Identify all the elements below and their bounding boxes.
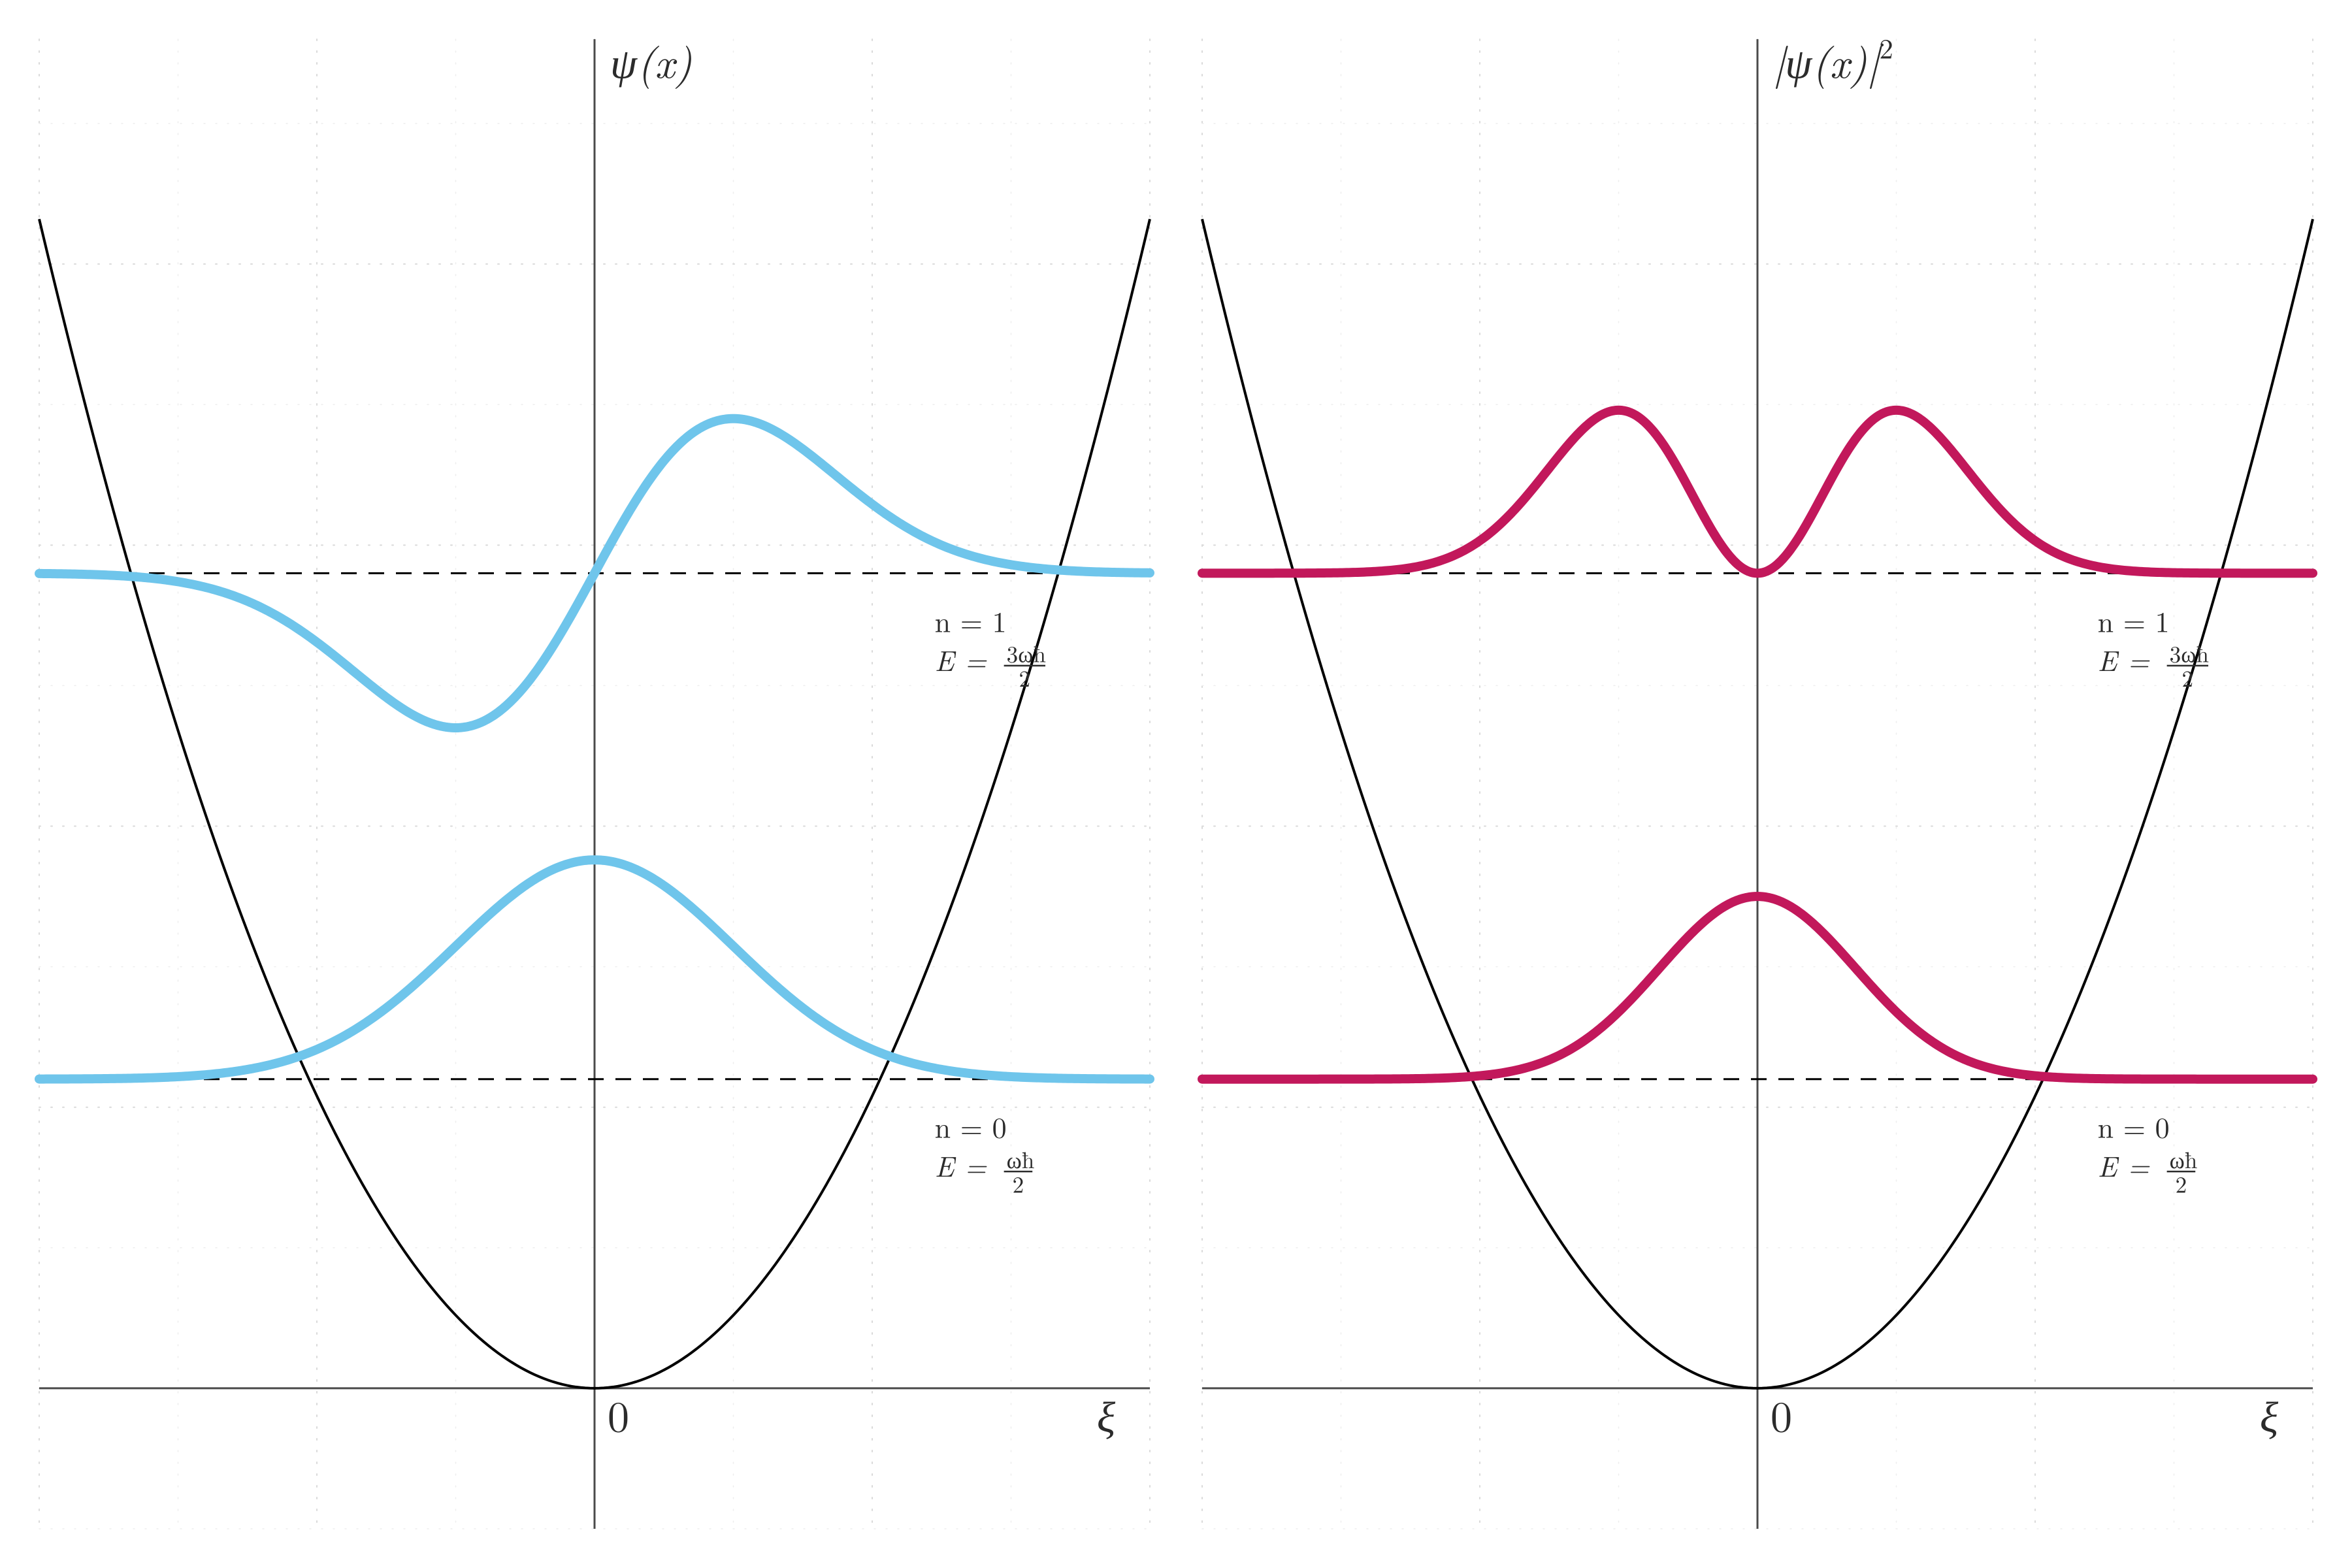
energy-level-E-prefix-n1: E = xyxy=(935,638,988,679)
energy-level-E-prefix-n0: E = xyxy=(935,1144,988,1185)
y-axis-title: ψ(x) xyxy=(610,30,693,91)
energy-level-E-denom-n0: 2 xyxy=(2176,1167,2187,1200)
x-axis-label: ξ xyxy=(2260,1384,2279,1445)
origin-label: 0 xyxy=(608,1384,629,1445)
energy-level-E-denom-n0: 2 xyxy=(1013,1167,1024,1200)
energy-level-E-prefix-n0: E = xyxy=(2098,1144,2151,1185)
energy-level-n-text-n0: n = 0 xyxy=(2098,1105,2170,1147)
energy-level-n-text-n1: n = 1 xyxy=(935,599,1007,640)
y-axis-title: |ψ(x)|2 xyxy=(1773,28,1893,91)
energy-level-E-denom-n1: 2 xyxy=(2182,661,2194,694)
x-axis-label: ξ xyxy=(1097,1384,1116,1445)
energy-level-E-denom-n1: 2 xyxy=(1019,661,1031,694)
origin-label: 0 xyxy=(1771,1384,1792,1445)
figure-root: n = 0E = ωħ2n = 1E = 3ωħ2ψ(x)0ξn = 0E = … xyxy=(0,0,2352,1568)
figure-background xyxy=(0,0,2352,1568)
energy-level-n-text-n0: n = 0 xyxy=(935,1105,1007,1147)
energy-level-E-prefix-n1: E = xyxy=(2098,638,2151,679)
energy-level-n-text-n1: n = 1 xyxy=(2098,599,2170,640)
